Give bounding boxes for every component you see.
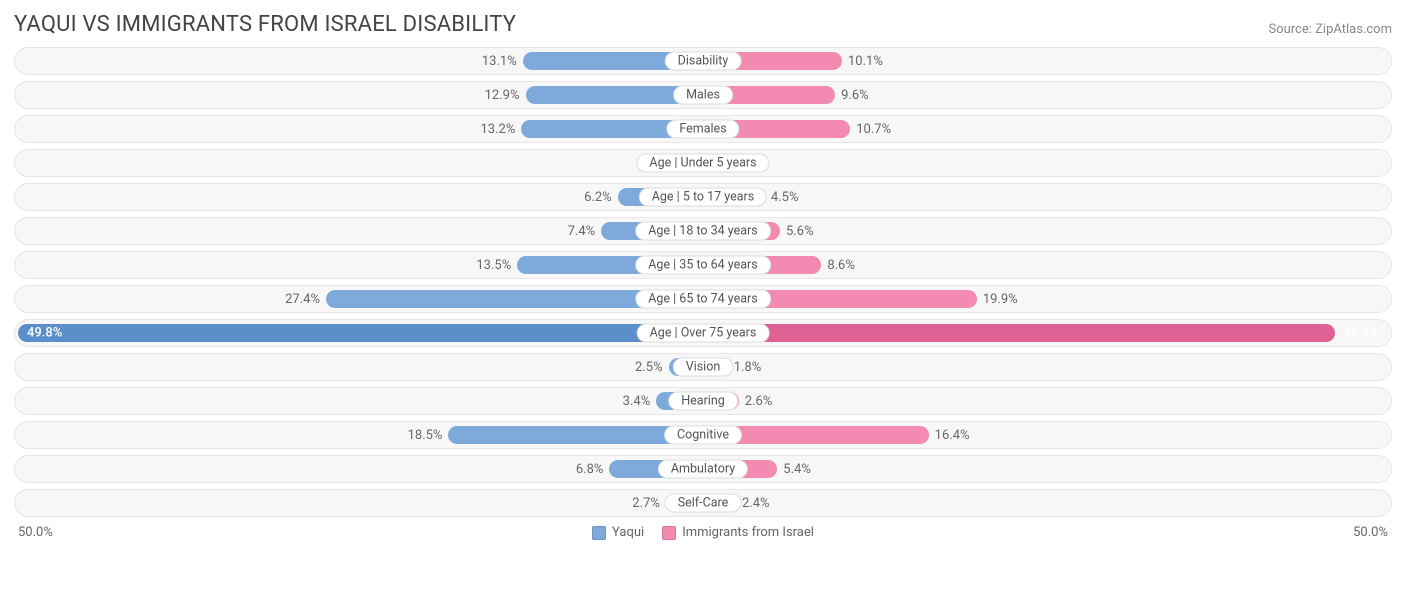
legend-item-left: Yaqui	[592, 525, 644, 540]
value-left: 6.8%	[570, 462, 610, 477]
chart-row: 6.2% 4.5%Age | 5 to 17 years	[14, 183, 1392, 211]
value-left: 13.5%	[470, 258, 517, 273]
value-left: 6.2%	[578, 190, 618, 205]
chart-title: YAQUI VS IMMIGRANTS FROM ISRAEL DISABILI…	[14, 12, 516, 37]
row-label: Vision	[673, 358, 734, 377]
row-label: Ambulatory	[658, 460, 748, 479]
value-right: 5.4%	[777, 462, 817, 477]
legend-item-right: Immigrants from Israel	[662, 525, 814, 540]
chart-row: 13.5% 8.6% Age | 35 to 64 years	[14, 251, 1392, 279]
value-right: 45.9%	[1338, 326, 1385, 341]
row-label: Cognitive	[664, 426, 742, 445]
value-right: 4.5%	[765, 190, 805, 205]
value-left: 12.9%	[479, 88, 526, 103]
diverging-bar-chart: 13.1%10.1%Disability12.9%9.6%Males13.2%1…	[0, 43, 1406, 517]
row-label: Hearing	[668, 392, 738, 411]
row-label: Age | 35 to 64 years	[635, 256, 771, 275]
value-right: 2.4%	[736, 496, 776, 511]
chart-row: 13.2% 10.7% Females	[14, 115, 1392, 143]
value-right: 2.6%	[739, 394, 779, 409]
chart-row: 12.9% 9.6% Males	[14, 81, 1392, 109]
value-left: 7.4%	[562, 224, 602, 239]
axis-right-label: 50.0%	[1353, 525, 1388, 540]
value-left: 27.4%	[279, 292, 326, 307]
row-label: Age | 5 to 17 years	[639, 188, 767, 207]
row-label: Self-Care	[665, 494, 742, 513]
value-right: 19.9%	[977, 292, 1024, 307]
value-left: 3.4%	[617, 394, 657, 409]
value-left: 13.2%	[475, 122, 522, 137]
chart-row: 1.2%0.96%Age | Under 5 years	[14, 149, 1392, 177]
row-label: Females	[666, 120, 739, 139]
value-left: 13.1%	[476, 54, 523, 69]
chart-header: YAQUI VS IMMIGRANTS FROM ISRAEL DISABILI…	[0, 0, 1406, 43]
legend-label-right: Immigrants from Israel	[682, 525, 814, 540]
chart-row: 49.8% 45.9% Age | Over 75 years	[14, 319, 1392, 347]
value-right: 16.4%	[929, 428, 976, 443]
chart-row: 6.8% 5.4% Ambulatory	[14, 455, 1392, 483]
chart-row: 2.5% 1.8%Vision	[14, 353, 1392, 381]
axis-left-label: 50.0%	[18, 525, 53, 540]
row-label: Age | 65 to 74 years	[635, 290, 771, 309]
legend-label-left: Yaqui	[612, 525, 644, 540]
chart-row: 13.1% 10.1% Disability	[14, 47, 1392, 75]
value-left: 49.8%	[21, 326, 68, 341]
chart-row: 27.4% 19.9% Age | 65 to 74 years	[14, 285, 1392, 313]
value-left: 18.5%	[402, 428, 449, 443]
row-label: Males	[673, 86, 733, 105]
value-right: 5.6%	[780, 224, 820, 239]
value-right: 10.1%	[842, 54, 889, 69]
row-label: Age | Under 5 years	[636, 154, 769, 173]
value-left: 2.5%	[629, 360, 669, 375]
legend: Yaqui Immigrants from Israel	[53, 525, 1353, 540]
row-label: Age | 18 to 34 years	[635, 222, 771, 241]
value-left: 2.7%	[626, 496, 666, 511]
chart-row: 18.5% 16.4% Cognitive	[14, 421, 1392, 449]
chart-row: 2.7% 2.4%Self-Care	[14, 489, 1392, 517]
bar-right	[703, 324, 1335, 342]
value-right: 1.8%	[728, 360, 768, 375]
chart-row: 7.4% 5.6% Age | 18 to 34 years	[14, 217, 1392, 245]
row-label: Disability	[665, 52, 742, 71]
legend-swatch-left	[592, 526, 606, 540]
chart-source: Source: ZipAtlas.com	[1268, 22, 1392, 37]
value-right: 9.6%	[835, 88, 875, 103]
row-label: Age | Over 75 years	[637, 324, 770, 343]
bar-left	[18, 324, 703, 342]
value-right: 8.6%	[821, 258, 861, 273]
chart-row: 3.4% 2.6%Hearing	[14, 387, 1392, 415]
value-right: 10.7%	[850, 122, 897, 137]
chart-footer: 50.0% Yaqui Immigrants from Israel 50.0%	[0, 523, 1406, 540]
legend-swatch-right	[662, 526, 676, 540]
